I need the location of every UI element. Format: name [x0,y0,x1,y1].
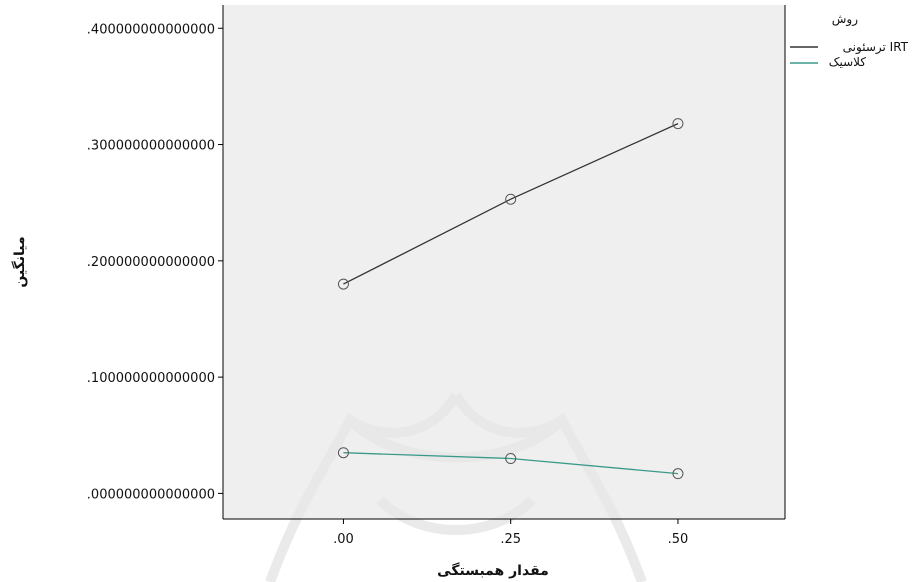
y-tick-label: .000000000000000 [87,487,215,502]
y-axis-title: میانگین [11,236,28,287]
legend-entry-classic: کلاسیک [829,55,867,69]
data-point [672,118,684,130]
y-axis: .000000000000000 .100000000000000 .2000000… [87,22,223,502]
x-axis-title: مقدار همبستگی [437,562,549,579]
data-point [505,453,517,465]
series-line-1 [343,452,679,475]
data-point [672,468,684,480]
series-line-0 [343,123,679,285]
y-tick-label: .100000000000000 [87,371,215,386]
legend-entry-irt: ترسئونی IRT [843,40,909,55]
x-axis: .00 .25 .50 [333,519,688,547]
x-tick-label: .00 [333,532,354,547]
data-point [337,278,349,290]
data-point [505,193,517,205]
x-tick-label: .50 [668,532,689,547]
series-layer [337,118,684,480]
plot-background [223,5,785,519]
data-point [337,447,349,459]
legend: روش ترسئونی IRT کلاسیک [790,12,909,69]
y-tick-label: .400000000000000 [87,22,215,37]
x-tick-label: .25 [500,532,521,547]
y-tick-label: .200000000000000 [87,255,215,270]
y-tick-label: .300000000000000 [87,139,215,154]
legend-title: روش [832,12,858,27]
watermark [265,392,647,582]
